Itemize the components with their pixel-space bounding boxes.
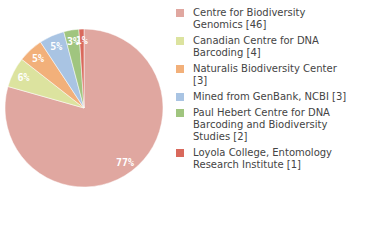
legend-swatch — [176, 109, 184, 117]
data-labels: 77%6%5%5%3%1% — [17, 35, 134, 168]
legend-entry: Loyola College, Entomology Research Inst… — [176, 147, 351, 171]
legend-label: Centre for Biodiversity Genomics [46] — [193, 7, 305, 30]
data-label: 5% — [32, 53, 44, 64]
slices — [5, 29, 163, 187]
legend-swatch — [176, 65, 184, 73]
legend-label: Loyola College, Entomology Research Inst… — [193, 147, 332, 170]
data-label: 77% — [116, 157, 134, 168]
legend-entry: Naturalis Biodiversity Center [3] — [176, 63, 351, 87]
legend-label: Mined from GenBank, NCBI [3] — [193, 91, 346, 102]
legend-swatch — [176, 9, 184, 17]
legend-entry: Centre for Biodiversity Genomics [46] — [176, 7, 351, 31]
legend-swatch — [176, 149, 184, 157]
legend-entry: Canadian Centre for DNA Barcoding [4] — [176, 35, 351, 59]
chart: 77%6%5%5%3%1% Centre for Biodiversity Ge… — [0, 0, 380, 240]
legend-entry: Mined from GenBank, NCBI [3] — [176, 91, 351, 103]
data-label: 5% — [50, 41, 62, 52]
legend-label: Paul Hebert Centre for DNA Barcoding and… — [193, 107, 330, 142]
slice — [5, 29, 163, 187]
data-label: 6% — [17, 72, 29, 83]
legend: Centre for Biodiversity Genomics [46] Can… — [176, 7, 376, 175]
legend-swatch — [176, 93, 184, 101]
legend-swatch — [176, 37, 184, 45]
pie-area: 77%6%5%5%3%1% — [0, 0, 175, 240]
legend-entry: Paul Hebert Centre for DNA Barcoding and… — [176, 107, 351, 143]
data-label: 1% — [76, 35, 88, 46]
legend-label: Canadian Centre for DNA Barcoding [4] — [193, 35, 319, 58]
legend-label: Naturalis Biodiversity Center [3] — [193, 63, 337, 86]
